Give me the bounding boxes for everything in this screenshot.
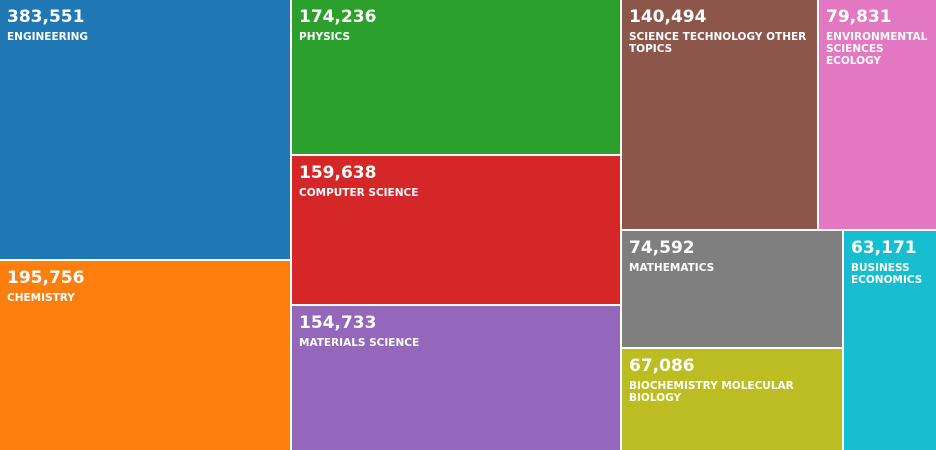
tile: 159,638 COMPUTER SCIENCE xyxy=(292,156,620,304)
value-label: 63,171 xyxy=(851,238,917,258)
category-label: ENVIRONMENTAL SCIENCES ECOLOGY xyxy=(826,31,928,67)
category-label: BIOCHEMISTRY MOLECULAR BIOLOGY xyxy=(629,380,794,404)
value-label: 154,733 xyxy=(299,313,377,333)
category-label: MATERIALS SCIENCE xyxy=(299,337,420,349)
value-label: 67,086 xyxy=(629,356,695,376)
tile: 74,592 MATHEMATICS xyxy=(622,231,842,347)
category-label: SCIENCE TECHNOLOGY OTHER TOPICS xyxy=(629,31,807,55)
tile: 383,551 ENGINEERING xyxy=(0,0,290,259)
value-label: 79,831 xyxy=(826,7,892,27)
category-label: MATHEMATICS xyxy=(629,262,715,274)
tile: 67,086 BIOCHEMISTRY MOLECULAR BIOLOGY xyxy=(622,349,842,450)
value-label: 195,756 xyxy=(7,268,85,288)
tile: 195,756 CHEMISTRY xyxy=(0,261,290,450)
category-label: PHYSICS xyxy=(299,31,351,43)
tile: 63,171 BUSINESS ECONOMICS xyxy=(844,231,936,450)
category-label: COMPUTER SCIENCE xyxy=(299,187,419,199)
tile: 174,236 PHYSICS xyxy=(292,0,620,154)
value-label: 140,494 xyxy=(629,7,707,27)
value-label: 159,638 xyxy=(299,163,377,183)
value-label: 74,592 xyxy=(629,238,695,258)
tile: 79,831 ENVIRONMENTAL SCIENCES ECOLOGY xyxy=(819,0,936,229)
value-label: 383,551 xyxy=(7,7,85,27)
category-label: CHEMISTRY xyxy=(7,292,75,304)
value-label: 174,236 xyxy=(299,7,377,27)
category-label: BUSINESS ECONOMICS xyxy=(851,262,923,286)
tile: 154,733 MATERIALS SCIENCE xyxy=(292,306,620,450)
category-label: ENGINEERING xyxy=(7,31,89,43)
tile: 140,494 SCIENCE TECHNOLOGY OTHER TOPICS xyxy=(622,0,817,229)
